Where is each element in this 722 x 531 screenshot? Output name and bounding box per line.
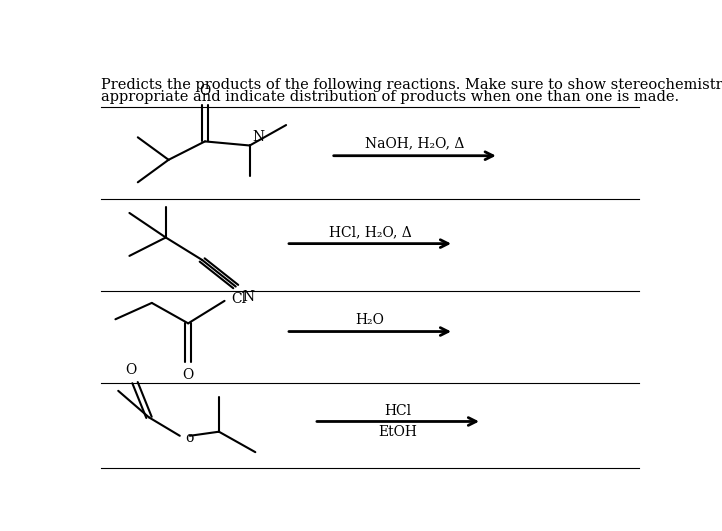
Text: N: N (252, 130, 264, 144)
Text: H₂O: H₂O (356, 313, 384, 327)
Text: o: o (186, 431, 193, 445)
Text: Cl: Cl (231, 292, 246, 306)
Text: O: O (183, 369, 193, 382)
Text: HCl: HCl (384, 404, 412, 418)
Text: appropriate and indicate distribution of products when one than one is made.: appropriate and indicate distribution of… (101, 90, 679, 104)
Text: EtOH: EtOH (378, 425, 417, 439)
Text: O: O (199, 84, 211, 98)
Text: Predicts the products of the following reactions. Make sure to show stereochemis: Predicts the products of the following r… (101, 78, 722, 92)
Text: HCl, H₂O, Δ: HCl, H₂O, Δ (329, 225, 412, 239)
Text: N: N (243, 290, 255, 304)
Text: NaOH, H₂O, Δ: NaOH, H₂O, Δ (365, 136, 464, 150)
Text: O: O (125, 363, 136, 376)
